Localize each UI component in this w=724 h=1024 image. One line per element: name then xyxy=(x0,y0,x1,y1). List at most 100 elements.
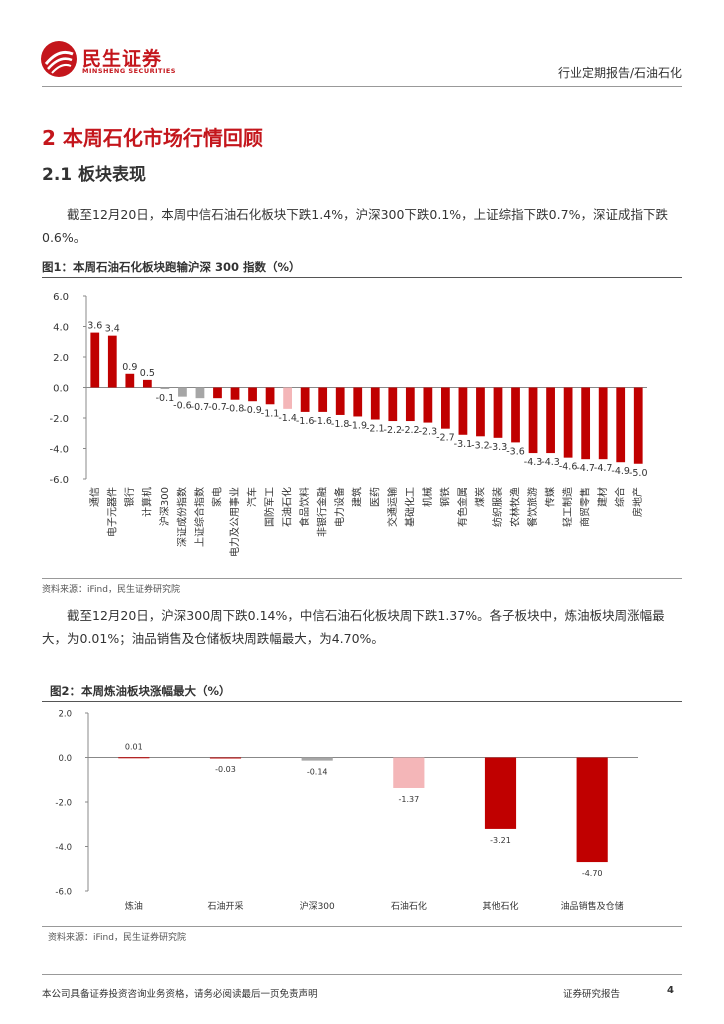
data-label: -4.70 xyxy=(582,869,603,878)
category-label: 有色金属 xyxy=(456,487,469,527)
data-label: -0.03 xyxy=(215,765,236,774)
data-label: -5.0 xyxy=(629,468,648,479)
bar xyxy=(633,387,643,464)
category-label: 建材 xyxy=(596,487,609,507)
category-label: 煤炭 xyxy=(473,487,486,507)
category-label: 石油开采 xyxy=(207,900,243,912)
bar xyxy=(423,387,433,423)
category-label: 餐饮旅游 xyxy=(526,487,539,527)
bar xyxy=(370,387,380,420)
category-label: 电子元器件 xyxy=(105,487,118,537)
data-label: -1.37 xyxy=(398,795,419,804)
y-tick-label: 4.0 xyxy=(53,323,69,334)
category-label: 石油石化 xyxy=(391,900,427,912)
category-label: 计算机 xyxy=(140,487,153,517)
category-label: 医药 xyxy=(369,487,381,507)
bar xyxy=(90,332,100,388)
footer-label: 证券研究报告 xyxy=(563,989,621,1000)
bar xyxy=(493,387,503,438)
section-subtitle: 2.1 板块表现 xyxy=(42,165,147,185)
data-label: -4.3 xyxy=(541,457,560,468)
category-label: 石油石化 xyxy=(281,487,294,527)
data-label: -4.9 xyxy=(611,466,630,477)
category-label: 沪深300 xyxy=(300,900,335,912)
bar xyxy=(125,373,135,388)
footer-disclaimer: 本公司具备证券投资咨询业务资格，请务必阅读最后一页免责声明 xyxy=(42,989,318,1000)
data-label: -0.8 xyxy=(226,404,245,415)
bar xyxy=(209,757,242,759)
bar xyxy=(563,387,573,458)
data-label: -3.2 xyxy=(471,440,490,451)
category-label: 炼油 xyxy=(125,900,143,912)
category-label: 家电 xyxy=(210,487,223,507)
category-label: 商贸零售 xyxy=(579,487,592,527)
data-label: -4.6 xyxy=(559,462,578,473)
y-tick-label: -2.0 xyxy=(55,799,72,809)
brand-logo-icon xyxy=(41,41,77,77)
data-label: 0.9 xyxy=(122,362,137,373)
brand-name-cn: 民生证券 xyxy=(82,48,163,70)
bar xyxy=(230,387,240,400)
category-label: 建筑 xyxy=(351,487,364,507)
figure-2-source: 资料来源：iFind，民生证券研究院 xyxy=(48,933,186,943)
data-label: -1.9 xyxy=(348,420,367,431)
y-tick-label: -4.0 xyxy=(49,445,69,456)
bar xyxy=(318,387,328,412)
bar xyxy=(248,387,257,402)
data-label: -0.1 xyxy=(156,393,175,404)
data-label: -0.14 xyxy=(307,768,328,777)
bar xyxy=(301,757,333,761)
data-label: 0.01 xyxy=(125,742,143,751)
data-label: -3.6 xyxy=(506,446,525,457)
page-number: 4 xyxy=(667,985,674,996)
category-label: 沪深300 xyxy=(158,487,171,526)
data-label: -4.7 xyxy=(576,463,595,474)
category-label: 通信 xyxy=(89,487,101,507)
figure-2-top-rule xyxy=(42,701,682,702)
figure-1-source: 资料来源：iFind，民生证券研究院 xyxy=(42,585,180,595)
category-label: 综合 xyxy=(614,487,627,507)
data-label: -3.21 xyxy=(490,836,511,845)
header-divider xyxy=(42,86,682,87)
figure-2-chart: 2.0 0.0 -2.0 -4.0 -6.0 0.01 炼油 -0.03 石油开采 -0.14 沪深… xyxy=(55,710,638,912)
bar xyxy=(528,387,538,454)
bar xyxy=(546,387,555,454)
data-label: -1.6 xyxy=(296,416,315,427)
data-label: -4.3 xyxy=(524,457,543,468)
category-label: 农林牧渔 xyxy=(509,487,522,527)
category-label: 房地产 xyxy=(631,487,644,517)
footer-divider xyxy=(42,974,682,975)
data-label: -2.7 xyxy=(436,433,455,444)
bar xyxy=(441,387,450,429)
paragraph-2: 截至12月20日，沪深300周下跌0.14%，中信石油石化板块周下跌1.37%。… xyxy=(42,608,665,646)
data-label: -0.7 xyxy=(191,402,210,413)
category-label: 食品饮料 xyxy=(298,487,311,527)
category-label: 钢铁 xyxy=(438,487,451,507)
data-label: 0.5 xyxy=(140,368,155,379)
category-label: 基础化工 xyxy=(403,487,416,527)
figure-2-bottom-rule xyxy=(42,926,682,927)
bar xyxy=(616,387,626,463)
bar xyxy=(353,387,363,417)
y-tick-label: -6.0 xyxy=(55,888,72,898)
category-label: 上证综合指数 xyxy=(193,487,206,547)
section-title: 2 本周石化市场行情回顾 xyxy=(42,126,263,150)
category-label: 传媒 xyxy=(545,487,557,507)
data-label: -0.9 xyxy=(243,405,262,416)
y-tick-label: -2.0 xyxy=(49,414,69,425)
bar xyxy=(405,387,415,422)
data-label: -0.7 xyxy=(208,402,227,413)
bar xyxy=(107,335,117,388)
y-tick-label: -4.0 xyxy=(55,843,72,853)
data-label: -2.2 xyxy=(384,425,403,436)
bar xyxy=(335,387,345,415)
figure-1-top-rule xyxy=(42,277,682,278)
bar xyxy=(458,387,468,435)
category-label: 机械 xyxy=(421,487,434,507)
y-tick-label: 0.0 xyxy=(58,754,72,764)
category-label: 电力及公用事业 xyxy=(228,487,241,557)
category-label: 纺织服装 xyxy=(491,487,504,527)
y-tick-label: -6.0 xyxy=(49,475,69,486)
data-label: -1.8 xyxy=(331,419,350,430)
bar xyxy=(178,387,187,397)
